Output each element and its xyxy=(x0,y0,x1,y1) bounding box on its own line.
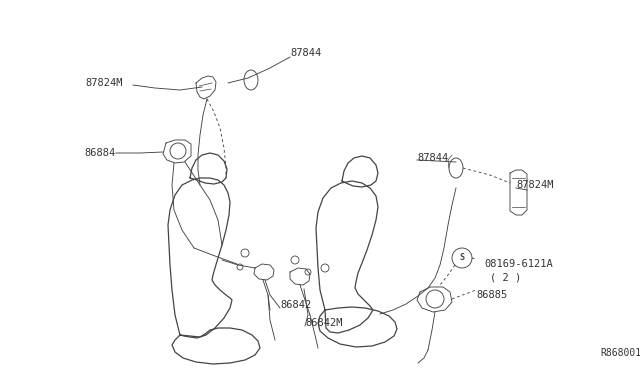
Text: 86885: 86885 xyxy=(476,290,508,300)
Text: 87824M: 87824M xyxy=(85,78,122,88)
Text: 87824M: 87824M xyxy=(516,180,554,190)
Text: R868001M: R868001M xyxy=(600,348,640,358)
Text: ( 2 ): ( 2 ) xyxy=(490,272,521,282)
Text: S: S xyxy=(460,253,465,263)
Text: 86842M: 86842M xyxy=(305,318,342,328)
Text: 87844: 87844 xyxy=(417,153,448,163)
Text: 08169-6121A: 08169-6121A xyxy=(484,259,553,269)
Text: 86842: 86842 xyxy=(280,300,311,310)
Text: 86884: 86884 xyxy=(84,148,115,158)
Text: 87844: 87844 xyxy=(290,48,321,58)
